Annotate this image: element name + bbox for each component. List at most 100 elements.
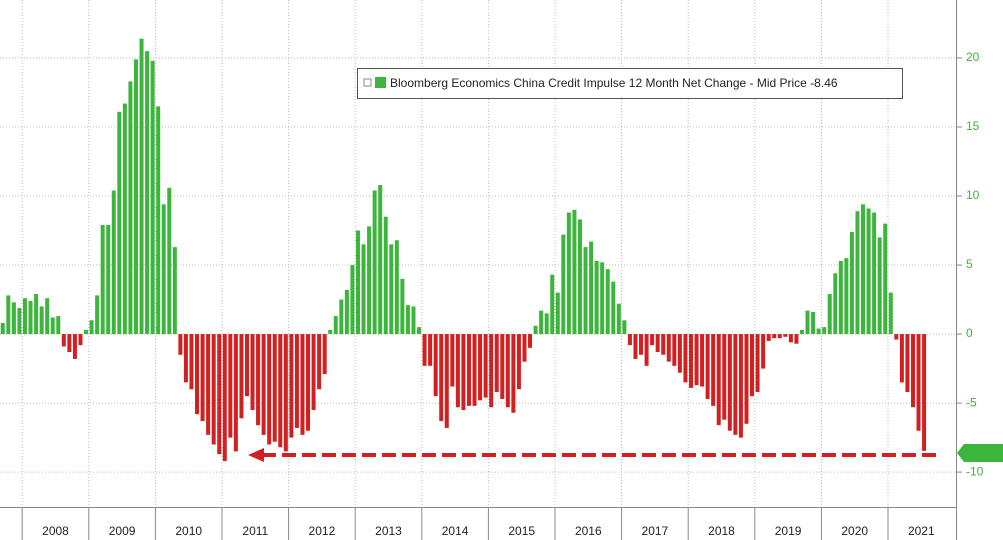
bar [466, 334, 471, 406]
x-tick-label: 2010 [175, 524, 202, 538]
bar [849, 231, 854, 335]
y-tick-label: 15 [966, 119, 980, 133]
bar [644, 334, 649, 366]
bar [494, 334, 499, 393]
bar [872, 212, 877, 335]
bar [228, 334, 233, 438]
bar [378, 184, 383, 335]
bars [0, 38, 927, 462]
bar [78, 334, 83, 346]
bar [300, 334, 305, 435]
bar [317, 334, 322, 390]
bar [178, 334, 183, 355]
bar [6, 295, 11, 335]
bar [888, 292, 893, 335]
bar [372, 190, 377, 335]
bar [855, 211, 860, 335]
bar [267, 334, 272, 445]
bar [894, 334, 899, 340]
bar [922, 334, 927, 451]
bar [294, 334, 299, 428]
bar [600, 262, 605, 335]
bar [589, 241, 594, 335]
bar [772, 334, 777, 339]
y-tick-label: 0 [966, 326, 973, 340]
bar [100, 225, 105, 335]
bar [833, 273, 838, 335]
x-tick-label: 2017 [642, 524, 669, 538]
bar [688, 334, 693, 388]
bar [566, 212, 571, 335]
bar [417, 327, 422, 335]
bar [461, 334, 466, 410]
bar [350, 265, 355, 335]
bar [156, 106, 161, 335]
bar [844, 258, 849, 335]
bar [655, 334, 660, 353]
bar [195, 334, 200, 415]
x-tick-label: 2009 [109, 524, 136, 538]
bar [816, 328, 821, 335]
bar [522, 334, 527, 362]
bar [133, 59, 138, 335]
bar [883, 223, 888, 335]
last-value-box [957, 444, 1003, 462]
bar [128, 81, 133, 335]
bar [145, 51, 150, 335]
bar [28, 300, 33, 335]
y-tick-label: -5 [966, 395, 977, 409]
bar [283, 334, 288, 452]
bar [777, 334, 782, 339]
bar [17, 307, 22, 335]
legend-label: Bloomberg Economics China Credit Impulse… [390, 76, 838, 90]
bar [633, 334, 638, 359]
bar [899, 334, 904, 383]
bar [50, 317, 55, 335]
bar [722, 334, 727, 420]
bar [605, 269, 610, 335]
bar [799, 329, 804, 335]
x-tick-label: 2021 [908, 524, 935, 538]
bar [355, 230, 360, 335]
bar [383, 216, 388, 335]
bar [394, 240, 399, 335]
bar [761, 334, 766, 369]
bar [328, 329, 333, 335]
bar [72, 334, 77, 359]
bar [616, 303, 621, 335]
bar [361, 244, 366, 335]
bar [683, 334, 688, 383]
bar [489, 334, 494, 408]
bar [866, 208, 871, 335]
bar [389, 244, 394, 335]
bar [167, 187, 172, 335]
bar [239, 334, 244, 419]
bar [539, 310, 544, 335]
bar [183, 334, 188, 383]
bar [838, 260, 843, 335]
bar [122, 103, 127, 335]
bar [794, 334, 799, 344]
bar [422, 334, 427, 366]
bar [811, 311, 816, 335]
y-tick-label: 10 [966, 188, 980, 202]
bar [139, 38, 144, 335]
bar [478, 334, 483, 401]
bar [555, 292, 560, 335]
bar [910, 334, 915, 408]
bar [822, 327, 827, 335]
bar [95, 295, 100, 335]
bar [861, 204, 866, 335]
legend-toggle [363, 78, 372, 87]
bar [561, 234, 566, 335]
bar [233, 334, 238, 452]
bar [550, 274, 555, 335]
bar [289, 334, 294, 438]
bar [516, 334, 521, 390]
bar [500, 334, 505, 399]
bar [727, 334, 732, 431]
bar [744, 334, 749, 424]
bar [189, 334, 194, 390]
bar [877, 237, 882, 335]
